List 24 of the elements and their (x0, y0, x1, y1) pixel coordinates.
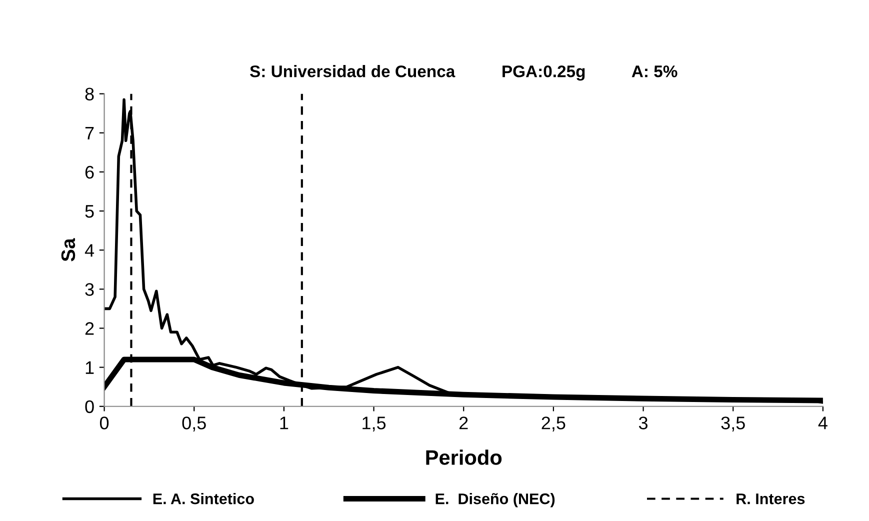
x-tick-label: 0 (100, 416, 109, 430)
x-tick-label: 2 (460, 416, 468, 430)
chart-title: S: Universidad de Cuenca PGA:0.25g A: 5% (250, 65, 678, 81)
y-tick-label: 3 (85, 283, 94, 296)
x-tick-label: 1,5 (362, 416, 386, 432)
legend-label: E. Diseño (NEC) (436, 493, 555, 508)
x-tick-label: 0,5 (182, 416, 206, 432)
x-tick-label: 1 (280, 416, 288, 430)
x-tick-label: 3 (638, 416, 648, 430)
y-tick-label: 7 (85, 126, 94, 140)
x-tick-label: 3,5 (721, 416, 745, 432)
y-tick-label: 6 (85, 166, 94, 179)
y-tick-label: 8 (85, 88, 94, 100)
x-tick-label: 2,5 (542, 416, 566, 432)
y-tick-label: 2 (85, 322, 94, 335)
y-tick-label: 0 (85, 400, 94, 414)
y-tick-label: 4 (84, 244, 94, 257)
y-tick-label: 1 (86, 361, 94, 374)
y-tick-label: 5 (85, 205, 94, 218)
legend-label: R. Interes (736, 494, 805, 504)
x-tick-label: 4 (818, 416, 828, 430)
x-axis-title: Periodo (426, 450, 502, 465)
legend-label: E. A. Sintetico (153, 493, 254, 504)
y-axis-title: Sa (61, 238, 76, 262)
